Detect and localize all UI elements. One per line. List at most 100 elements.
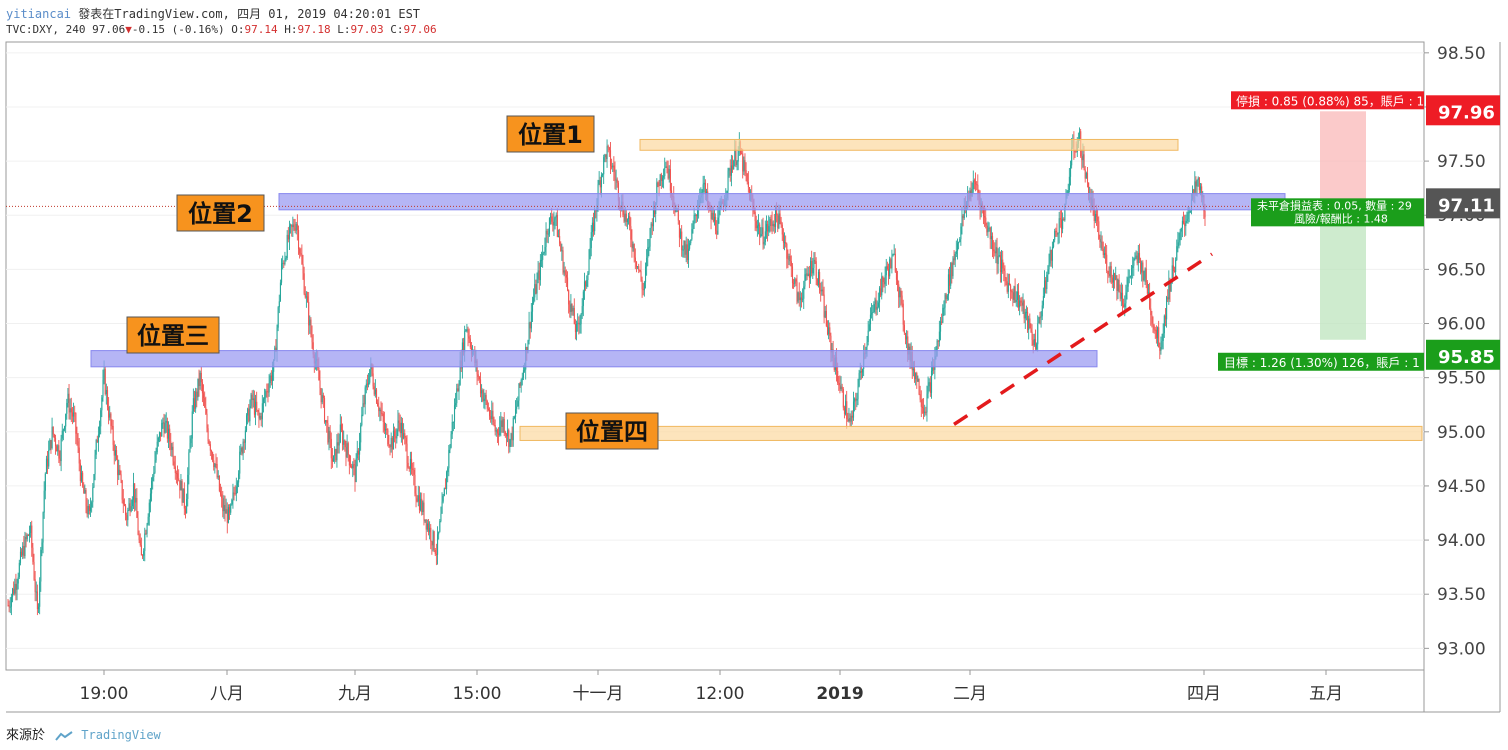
candle-body xyxy=(961,215,963,227)
candle-body xyxy=(242,441,244,454)
candle-body xyxy=(433,531,435,550)
candle-body xyxy=(924,411,926,414)
candle-body xyxy=(1177,242,1179,247)
candle-body xyxy=(1193,189,1195,193)
candle-body xyxy=(938,331,940,342)
candle-body xyxy=(675,209,677,212)
candle-body xyxy=(1103,253,1106,255)
candle-body xyxy=(491,410,493,420)
candle-body xyxy=(1153,325,1155,330)
candle-body xyxy=(1005,278,1007,282)
candle-body xyxy=(1102,248,1104,255)
candle-body xyxy=(240,447,242,452)
candle-body xyxy=(146,524,148,534)
candle-body xyxy=(207,428,209,442)
candle-body xyxy=(327,423,329,443)
candle-body xyxy=(1007,282,1009,292)
candle-body xyxy=(997,256,999,264)
candle-body xyxy=(1127,277,1129,287)
candle-body xyxy=(387,429,389,445)
candle-body xyxy=(628,216,630,220)
candle-body xyxy=(1033,339,1035,346)
candle-body xyxy=(527,340,529,353)
candle-body xyxy=(925,411,927,413)
candle-body xyxy=(1157,327,1159,339)
candle-body xyxy=(110,413,112,426)
candle-body xyxy=(623,214,625,222)
published-text: 發表在TradingView.com, 四月 01, 2019 04:20:01… xyxy=(78,7,421,21)
x-tick-label: 十一月 xyxy=(573,684,624,704)
candle-body xyxy=(1098,221,1100,239)
candle-body xyxy=(44,473,46,491)
candle-body xyxy=(652,206,655,227)
candle-body xyxy=(637,266,639,268)
candle-body xyxy=(1166,297,1168,320)
candle-body xyxy=(852,401,855,418)
candle-body xyxy=(265,391,267,398)
candle-body xyxy=(420,498,422,511)
candle-body xyxy=(510,433,512,440)
candle-body xyxy=(245,415,248,431)
candle-body xyxy=(754,211,756,222)
candle-body xyxy=(52,426,54,435)
candle-body xyxy=(1201,186,1203,198)
candle-body xyxy=(1169,281,1171,292)
candle-body xyxy=(830,335,832,353)
candle-body xyxy=(304,293,306,298)
candle-body xyxy=(296,224,298,231)
candle-body xyxy=(395,436,397,439)
candle-body xyxy=(745,170,747,174)
candle-body xyxy=(778,213,780,229)
candle-body xyxy=(945,294,947,300)
candle-body xyxy=(449,447,451,450)
candle-body xyxy=(916,373,918,382)
candle-body xyxy=(205,407,207,414)
candle-body xyxy=(590,232,592,249)
candle-body xyxy=(933,365,935,370)
pnl-note: 未平倉損益表 : 0.05, 數量 : 29 xyxy=(1257,198,1412,212)
candle-body xyxy=(940,321,942,332)
candle-body xyxy=(1186,219,1188,221)
candle-body xyxy=(162,422,164,424)
candle-body xyxy=(960,226,962,240)
candle-body xyxy=(594,210,596,232)
candle-body xyxy=(386,428,388,430)
high-label: H: xyxy=(284,23,298,36)
candle-body xyxy=(550,216,552,218)
candle-body xyxy=(648,246,650,248)
candle-body xyxy=(73,412,75,417)
candle-body xyxy=(186,498,188,514)
candle-body xyxy=(696,209,699,217)
candle-body xyxy=(476,360,478,375)
candle-body xyxy=(368,382,370,385)
candle-body xyxy=(1162,333,1164,341)
candle-body xyxy=(369,369,371,383)
candle-body xyxy=(335,448,337,461)
candle-body xyxy=(902,303,904,325)
candle-body xyxy=(1036,344,1038,349)
candle-body xyxy=(1112,273,1115,283)
candle-body xyxy=(88,505,90,511)
candle-body xyxy=(695,214,697,217)
candle-body xyxy=(53,434,55,438)
candle-body xyxy=(885,266,887,276)
candle-body xyxy=(793,283,795,285)
candle-body xyxy=(372,373,374,387)
candle-body xyxy=(953,258,955,261)
candle-body xyxy=(572,307,574,312)
candle-body xyxy=(883,281,885,285)
candle-body xyxy=(357,450,359,455)
candle-body xyxy=(936,340,938,356)
candle-body xyxy=(160,432,162,437)
author-name[interactable]: yitiancai xyxy=(6,7,72,21)
tradingview-brand[interactable]: TradingView xyxy=(81,728,161,742)
candle-body xyxy=(466,329,468,331)
candle-body xyxy=(1027,311,1029,330)
candle-body xyxy=(774,206,777,227)
candle-body xyxy=(904,332,907,340)
candle-body xyxy=(903,324,905,333)
candle-body xyxy=(355,458,357,483)
candle-body xyxy=(365,383,367,388)
candle-body xyxy=(373,386,375,395)
